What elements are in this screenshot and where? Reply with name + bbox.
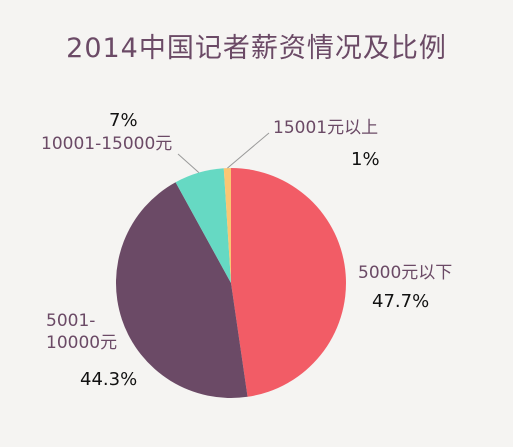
pie-slice-under-5000: [231, 168, 346, 397]
pie-slice-5001-10000: [115, 182, 248, 398]
label-category-5001-10000: 5001- 10000元: [46, 311, 118, 353]
label-category-15001-plus: 15001元以上: [273, 118, 379, 138]
leader-line-10001-15000: [177, 153, 200, 173]
label-category-10001-15000: 10001-15000元: [41, 134, 173, 154]
pie-slice-10001-15000: [175, 168, 231, 283]
label-value-15001-plus: 1%: [351, 149, 380, 170]
label-category-under-5000: 5000元以下: [358, 263, 453, 283]
label-value-5001-10000: 44.3%: [80, 369, 138, 390]
leader-line-15001-plus: [227, 132, 270, 169]
pie-slice-15001-plus: [223, 168, 231, 283]
chart-title: 2014中国记者薪资情况及比例: [66, 33, 447, 64]
label-value-10001-15000: 7%: [109, 110, 138, 131]
label-value-under-5000: 47.7%: [372, 291, 430, 312]
